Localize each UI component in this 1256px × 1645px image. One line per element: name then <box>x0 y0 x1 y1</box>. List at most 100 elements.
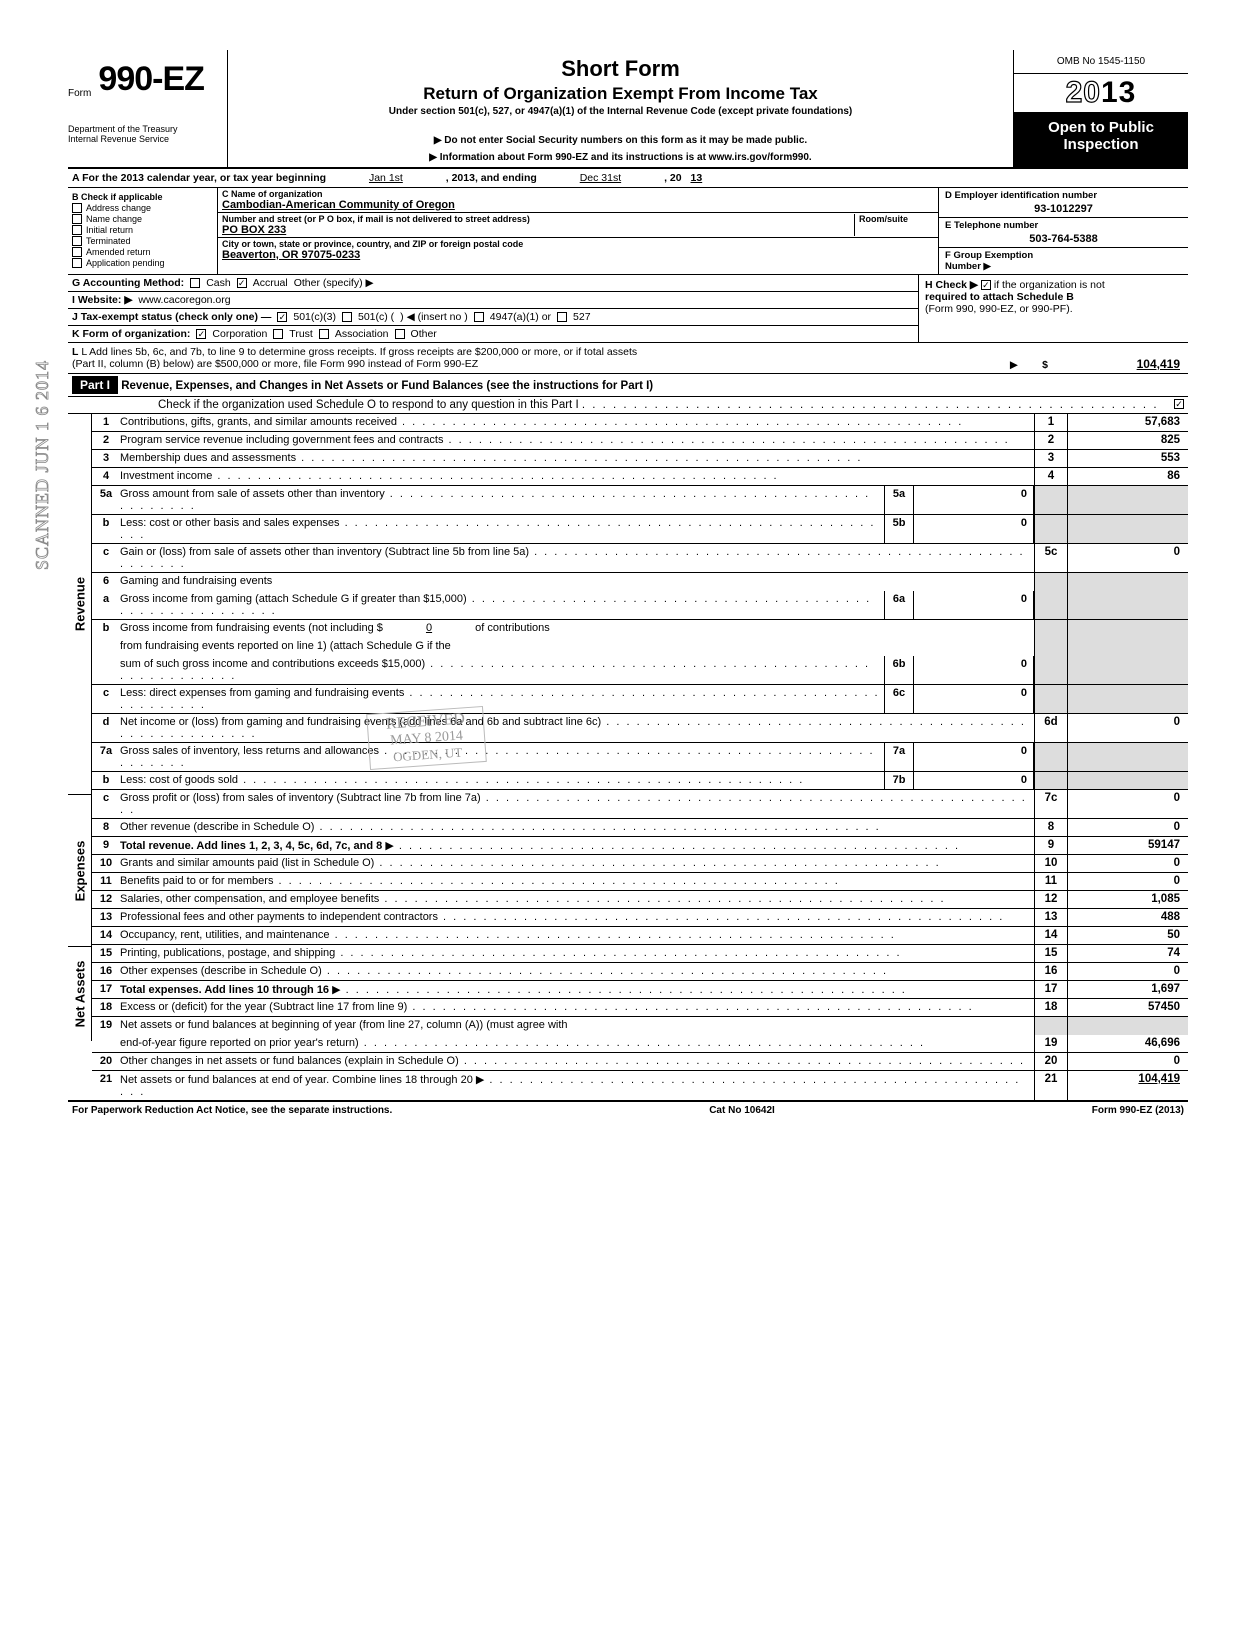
side-na-text: Net Assets <box>72 961 87 1028</box>
l-value[interactable]: 104,419 <box>1137 357 1180 371</box>
lbl-address: Address change <box>86 203 151 213</box>
part1-check-row: Check if the organization used Schedule … <box>68 397 1188 414</box>
l-1: L Add lines 5b, 6c, and 7b, to line 9 to… <box>81 346 637 358</box>
ln-12: 12Salaries, other compensation, and empl… <box>92 891 1188 909</box>
i-label: I Website: ▶ <box>72 294 132 306</box>
j-c: 501(c) ( <box>358 311 394 323</box>
year: 2013 <box>1014 74 1188 113</box>
box-b-header: B Check if applicable <box>72 192 213 202</box>
g-cash: Cash <box>206 277 231 289</box>
c-city[interactable]: Beaverton, OR 97075-0233 <box>222 249 934 261</box>
chk-initial[interactable] <box>72 225 82 235</box>
ln-7c: cGross profit or (loss) from sales of in… <box>92 790 1188 819</box>
h-3: required to attach Schedule B <box>925 291 1182 303</box>
h-2: if the organization is not <box>994 279 1105 291</box>
g-accrual: Accrual <box>253 277 288 289</box>
line-l: L L Add lines 5b, 6c, and 7b, to line 9 … <box>68 343 1188 374</box>
right-cell: OMB No 1545-1150 2013 Open to Public Ins… <box>1013 50 1188 167</box>
c-room-label: Room/suite <box>859 214 934 224</box>
chk-terminated[interactable] <box>72 236 82 246</box>
ln-6c: cLess: direct expenses from gaming and f… <box>92 685 1188 714</box>
chk-accrual[interactable]: ✓ <box>237 278 247 288</box>
chk-corp[interactable]: ✓ <box>196 329 206 339</box>
title-sub: Return of Organization Exempt From Incom… <box>236 84 1005 104</box>
line-i: I Website: ▶ www.cacoregon.org <box>68 292 918 309</box>
ln-6b-1: bGross income from fundraising events (n… <box>92 620 1188 638</box>
h-1: H Check ▶ <box>925 279 978 291</box>
h-4: (Form 990, 990-EZ, or 990-PF). <box>925 303 1073 315</box>
c-street[interactable]: PO BOX 233 <box>222 224 854 236</box>
chk-name[interactable] <box>72 214 82 224</box>
open-1: Open to Public <box>1016 119 1186 136</box>
f-label: F Group Exemption <box>945 250 1182 261</box>
line-a-mid: , 2013, and ending <box>446 172 537 184</box>
ln-5a: 5aGross amount from sale of assets other… <box>92 486 1188 515</box>
main-lines: 1Contributions, gifts, grants, and simil… <box>92 414 1188 1100</box>
c-city-label: City or town, state or province, country… <box>222 239 934 249</box>
year-13: 13 <box>1101 76 1136 109</box>
ln-3: 3Membership dues and assessments3553 <box>92 450 1188 468</box>
form-number-cell: Form 990-EZ Department of the Treasury I… <box>68 50 228 167</box>
line-a-end[interactable]: Dec 31st <box>540 172 661 184</box>
line-a-begin[interactable]: Jan 1st <box>329 172 443 184</box>
year-20: 20 <box>1066 76 1101 109</box>
chk-trust[interactable] <box>273 329 283 339</box>
footer-mid: Cat No 10642I <box>709 1105 775 1116</box>
ln-6d: dNet income or (loss) from gaming and fu… <box>92 714 1188 743</box>
chk-501c3[interactable]: ✓ <box>277 312 287 322</box>
k-label: K Form of organization: <box>72 328 190 340</box>
j-4947: 4947(a)(1) or <box>490 311 551 323</box>
ln-19-2: end-of-year figure reported on prior yea… <box>92 1035 1188 1053</box>
k-other: Other <box>411 328 437 340</box>
j-527: 527 <box>573 311 591 323</box>
k-assoc: Association <box>335 328 389 340</box>
open-2: Inspection <box>1016 136 1186 153</box>
footer-right: Form 990-EZ (2013) <box>1092 1105 1184 1116</box>
form-number: 990-EZ <box>98 60 204 99</box>
j-label: J Tax-exempt status (check only one) — <box>72 311 271 323</box>
part1-title: Revenue, Expenses, and Changes in Net As… <box>121 380 653 392</box>
chk-amended[interactable] <box>72 247 82 257</box>
ln-14: 14Occupancy, rent, utilities, and mainte… <box>92 927 1188 945</box>
k-corp: Corporation <box>212 328 267 340</box>
chk-4947[interactable] <box>474 312 484 322</box>
lbl-initial: Initial return <box>86 225 133 235</box>
e-value[interactable]: 503-764-5388 <box>945 233 1182 245</box>
part1-check-text: Check if the organization used Schedule … <box>158 399 579 411</box>
chk-other[interactable] <box>395 329 405 339</box>
ln-1: 1Contributions, gifts, grants, and simil… <box>92 414 1188 432</box>
line-a-prefix: A For the 2013 calendar year, or tax yea… <box>72 172 326 184</box>
chk-h[interactable]: ✓ <box>981 280 991 290</box>
ln-11: 11Benefits paid to or for members110 <box>92 873 1188 891</box>
chk-cash[interactable] <box>190 278 200 288</box>
title-main: Short Form <box>236 56 1005 82</box>
dept-2: Internal Revenue Service <box>68 135 221 145</box>
ln-7b: bLess: cost of goods sold7b0 <box>92 772 1188 790</box>
ln-16: 16Other expenses (describe in Schedule O… <box>92 963 1188 981</box>
chk-527[interactable] <box>557 312 567 322</box>
lbl-amended: Amended return <box>86 247 151 257</box>
d-value[interactable]: 93-1012297 <box>945 203 1182 215</box>
line-j: J Tax-exempt status (check only one) — ✓… <box>68 309 918 326</box>
ln-6b-3: sum of such gross income and contributio… <box>92 656 1188 685</box>
ln-4: 4Investment income486 <box>92 468 1188 486</box>
c-name[interactable]: Cambodian-American Community of Oregon <box>222 199 934 211</box>
l-2: (Part II, column (B) below) are $500,000… <box>72 358 478 370</box>
l-dollar: $ <box>1042 359 1048 371</box>
i-value[interactable]: www.cacoregon.org <box>138 294 230 306</box>
chk-part1[interactable]: ✓ <box>1174 399 1184 409</box>
section-bcdef: B Check if applicable Address change Nam… <box>68 188 1188 275</box>
line-k: K Form of organization: ✓Corporation Tru… <box>68 326 918 342</box>
note-1: Do not enter Social Security numbers on … <box>236 135 1005 146</box>
c-street-label: Number and street (or P O box, if mail i… <box>222 214 854 224</box>
chk-address[interactable] <box>72 203 82 213</box>
side-netassets: Net Assets <box>68 946 92 1041</box>
line-a-yr[interactable]: 13 <box>685 172 703 184</box>
ln-13: 13Professional fees and other payments t… <box>92 909 1188 927</box>
chk-501c[interactable] <box>342 312 352 322</box>
chk-pending[interactable] <box>72 258 82 268</box>
scanned-text: SCANNED JUN 1 6 2014 <box>32 360 52 570</box>
note-2: Information about Form 990-EZ and its in… <box>236 152 1005 163</box>
ln-19-1: 19Net assets or fund balances at beginni… <box>92 1017 1188 1035</box>
chk-assoc[interactable] <box>319 329 329 339</box>
